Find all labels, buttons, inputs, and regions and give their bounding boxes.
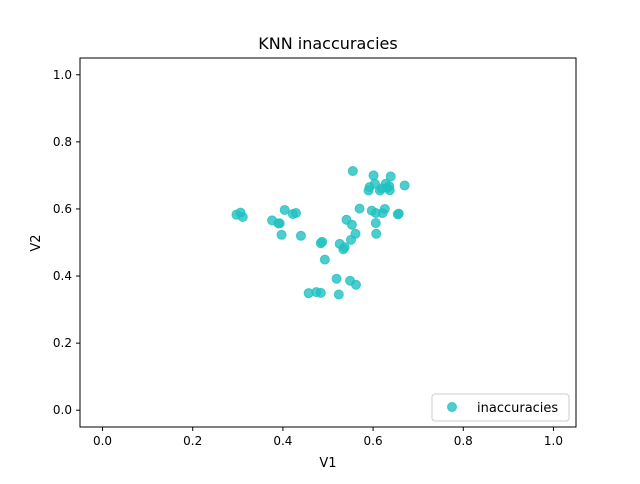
- legend: inaccuracies: [431, 393, 570, 422]
- x-tick-label: 0.6: [364, 434, 383, 448]
- x-tick-label: 0.4: [273, 434, 292, 448]
- scatter-point: [354, 203, 365, 214]
- x-tick-label: 0.2: [183, 434, 202, 448]
- legend-marker: [447, 402, 457, 412]
- chart-title: KNN inaccuracies: [258, 34, 397, 53]
- scatter-point: [384, 185, 395, 196]
- scatter-point: [385, 171, 396, 182]
- legend-label: inaccuracies: [477, 401, 558, 416]
- x-tick-label: 1.0: [544, 434, 563, 448]
- x-tick-label: 0.0: [93, 434, 112, 448]
- scatter-point: [350, 279, 361, 290]
- y-tick-label: 0.2: [53, 336, 72, 350]
- scatter-point: [393, 208, 404, 219]
- y-tick-label: 0.6: [53, 202, 72, 216]
- y-axis-label: V2: [29, 234, 44, 251]
- scatter-point: [399, 180, 410, 191]
- plot-frame: [79, 57, 577, 428]
- scatter-point: [370, 218, 381, 229]
- legend-box: [431, 393, 570, 422]
- scatter-point: [333, 289, 344, 300]
- y-tick-label: 0.4: [53, 269, 72, 283]
- y-axis-ticks: 0.0 0.2 0.4 0.6 0.8 1.0: [53, 68, 80, 417]
- scatter-point: [350, 228, 361, 239]
- scatter-point: [276, 229, 287, 240]
- scatter-point: [290, 207, 301, 218]
- scatter-point: [339, 242, 350, 253]
- scatter-point: [237, 212, 248, 223]
- y-tick-label: 0.0: [53, 403, 72, 417]
- scatter-point: [319, 254, 330, 265]
- y-tick-label: 1.0: [53, 68, 72, 82]
- scatter-point: [368, 170, 379, 181]
- scatter-point: [315, 287, 326, 298]
- scatter-point: [379, 203, 390, 214]
- scatter-point: [295, 230, 306, 241]
- scatter-point: [279, 204, 290, 215]
- x-tick-label: 0.8: [454, 434, 473, 448]
- scatter-point: [347, 166, 358, 177]
- scatter-point: [331, 273, 342, 284]
- scatter-point: [346, 219, 357, 230]
- scatter-point: [274, 218, 285, 229]
- scatter-point: [371, 228, 382, 239]
- scatter-point: [369, 178, 380, 189]
- scatter-series-inaccuracies: [231, 166, 410, 300]
- scatter-point: [317, 236, 328, 247]
- y-tick-label: 0.8: [53, 135, 72, 149]
- x-axis-ticks: 0.0 0.2 0.4 0.6 0.8 1.0: [93, 427, 563, 448]
- x-axis-label: V1: [319, 456, 336, 471]
